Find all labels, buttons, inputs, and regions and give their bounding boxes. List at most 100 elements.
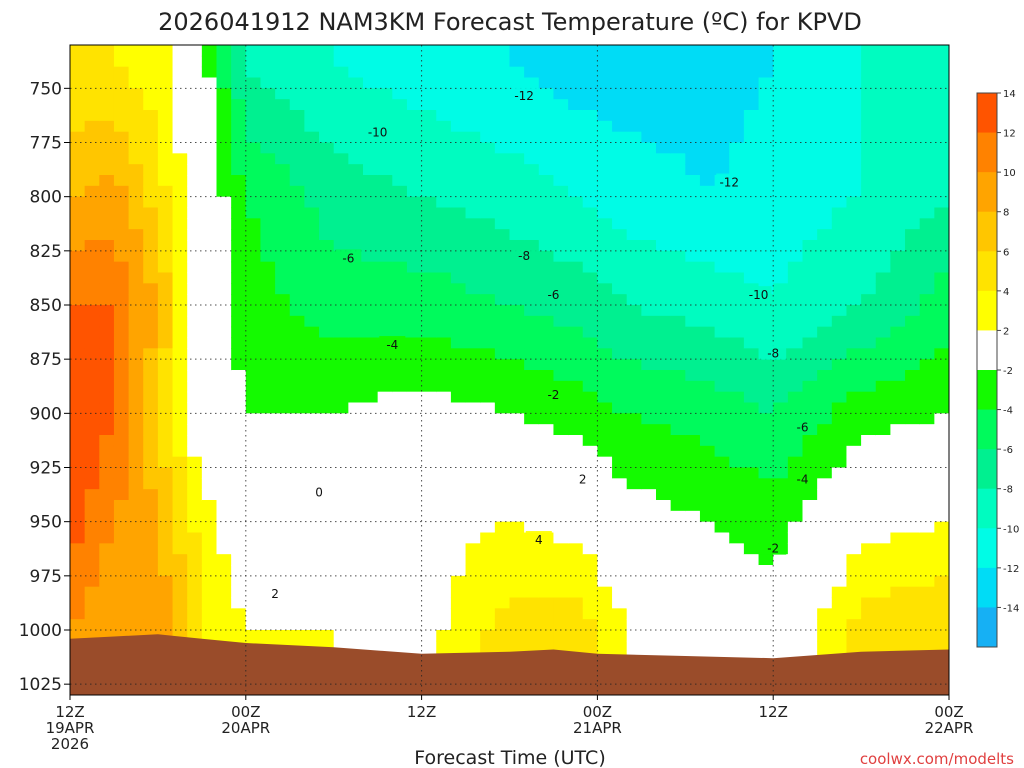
temperature-cell	[861, 261, 877, 274]
temperature-cell	[348, 380, 364, 393]
temperature-cell	[538, 424, 555, 436]
temperature-cell	[612, 380, 628, 393]
temperature-cell	[934, 608, 949, 620]
temperature-cell	[128, 175, 144, 187]
colorbar-label: -14	[1003, 603, 1019, 614]
temperature-cell	[348, 218, 364, 230]
temperature-cell	[743, 597, 760, 609]
temperature-cell	[363, 565, 379, 577]
temperature-cell	[846, 554, 862, 566]
temperature-cell	[656, 391, 672, 404]
temperature-cell	[524, 543, 540, 555]
temperature-cell	[875, 261, 891, 274]
temperature-cell	[905, 370, 921, 382]
temperature-cell	[656, 554, 672, 566]
temperature-cell	[817, 640, 833, 653]
temperature-cell	[699, 305, 716, 317]
temperature-cell	[275, 261, 291, 274]
temperature-cell	[289, 99, 305, 111]
temperature-cell	[187, 370, 203, 382]
temperature-cell	[641, 261, 657, 274]
temperature-cell	[436, 630, 452, 642]
temperature-cell	[626, 586, 642, 599]
temperature-cell	[377, 413, 393, 425]
temperature-cell	[333, 402, 349, 414]
temperature-cell	[450, 402, 467, 414]
temperature-cell	[890, 608, 906, 620]
temperature-cell	[377, 348, 393, 360]
temperature-cell	[406, 175, 423, 187]
temperature-cell	[612, 521, 628, 534]
temperature-cell	[509, 608, 525, 620]
temperature-cell	[172, 586, 188, 599]
temperature-cell	[905, 88, 921, 100]
temperature-cell	[245, 207, 262, 219]
temperature-cell	[641, 250, 657, 263]
temperature-cell	[231, 467, 247, 479]
temperature-cell	[699, 391, 716, 404]
temperature-cell	[773, 337, 789, 349]
temperature-cell	[714, 77, 730, 89]
temperature-cell	[216, 164, 232, 176]
temperature-cell	[187, 196, 203, 209]
temperature-cell	[553, 543, 569, 555]
temperature-cell	[99, 402, 115, 414]
temperature-cell	[187, 272, 203, 284]
temperature-cell	[875, 510, 891, 523]
temperature-cell	[699, 66, 716, 79]
temperature-cell	[319, 575, 335, 588]
temperature-cell	[187, 283, 203, 295]
temperature-cell	[70, 99, 86, 111]
temperature-cell	[685, 554, 701, 566]
temperature-cell	[582, 55, 598, 68]
temperature-cell	[626, 500, 642, 512]
temperature-cell	[84, 218, 100, 230]
temperature-cell	[231, 413, 247, 425]
temperature-cell	[919, 185, 935, 198]
temperature-cell	[861, 521, 877, 534]
temperature-cell	[582, 153, 598, 165]
temperature-cell	[919, 337, 935, 349]
temperature-cell	[333, 261, 349, 274]
temperature-cell	[641, 283, 657, 295]
temperature-cell	[890, 131, 906, 144]
temperature-cell	[875, 370, 891, 382]
temperature-cell	[70, 175, 86, 187]
temperature-cell	[480, 164, 496, 176]
temperature-cell	[670, 424, 686, 436]
temperature-cell	[304, 467, 320, 479]
temperature-cell	[699, 445, 716, 458]
temperature-cell	[187, 489, 203, 501]
temperature-cell	[113, 337, 130, 349]
temperature-cell	[612, 88, 628, 100]
temperature-cell	[509, 543, 525, 555]
temperature-cell	[348, 229, 364, 241]
temperature-cell	[612, 261, 628, 274]
temperature-cell	[99, 196, 115, 209]
temperature-cell	[509, 435, 525, 447]
temperature-cell	[919, 229, 935, 241]
temperature-cell	[509, 575, 525, 588]
temperature-cell	[304, 543, 320, 555]
temperature-cell	[99, 175, 115, 187]
temperature-cell	[348, 467, 364, 479]
temperature-cell	[436, 565, 452, 577]
temperature-cell	[699, 543, 716, 555]
temperature-cell	[231, 510, 247, 523]
temperature-cell	[538, 88, 555, 100]
temperature-cell	[729, 402, 745, 414]
temperature-cell	[538, 131, 555, 144]
temperature-cell	[187, 586, 203, 599]
temperature-cell	[934, 142, 949, 154]
temperature-cell	[128, 565, 144, 577]
temperature-cell	[421, 608, 437, 620]
temperature-cell	[714, 510, 730, 523]
temperature-cell	[187, 185, 203, 198]
temperature-cell	[494, 110, 511, 122]
x-tick-label: 00Z	[934, 703, 963, 721]
temperature-cell	[714, 435, 730, 447]
temperature-cell	[70, 153, 86, 165]
temperature-cell	[260, 554, 276, 566]
temperature-cell	[216, 110, 232, 122]
temperature-cell	[84, 77, 100, 89]
